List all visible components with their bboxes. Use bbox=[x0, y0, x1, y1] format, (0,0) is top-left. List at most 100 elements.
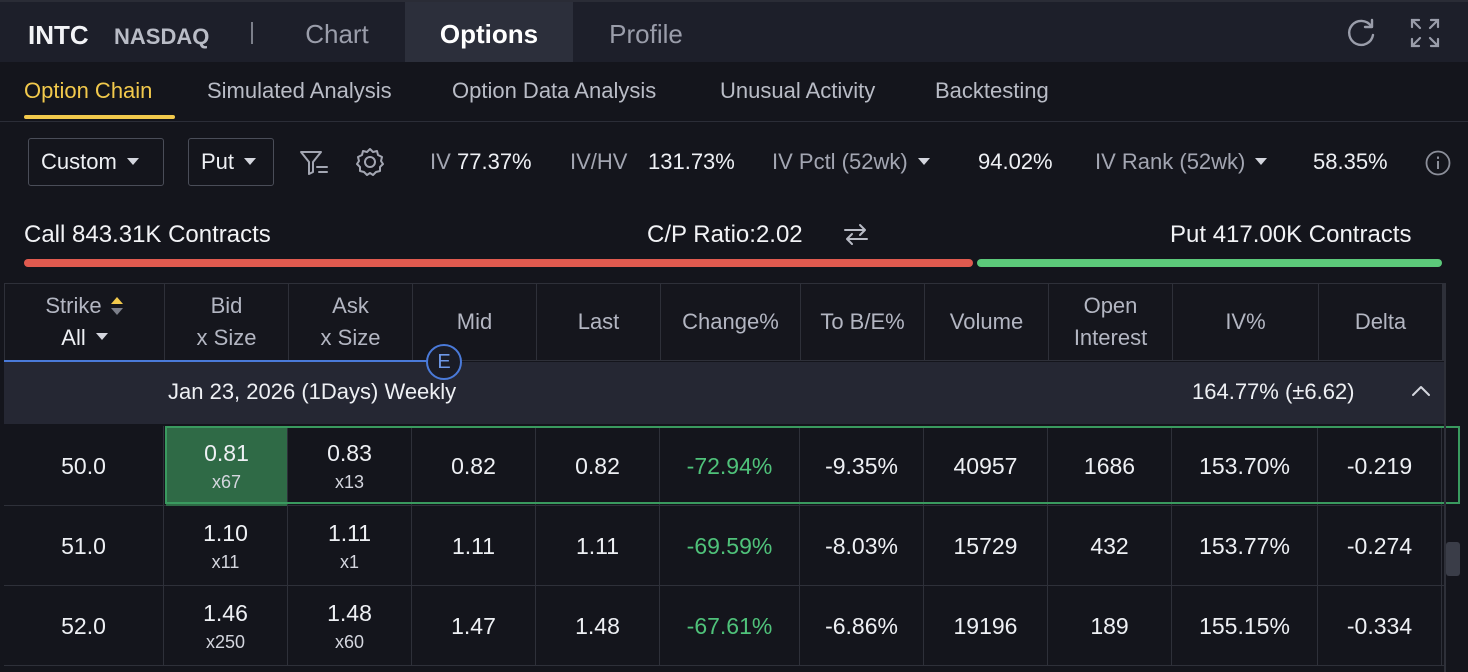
bid-cell[interactable]: 1.10 x11 bbox=[164, 506, 288, 586]
expiry-date: Jan 23, 2026 (1Days) Weekly bbox=[168, 379, 457, 404]
volume-header[interactable]: Volume bbox=[925, 284, 1049, 360]
mid-cell: 1.47 bbox=[412, 586, 536, 666]
info-icon[interactable] bbox=[1424, 149, 1452, 177]
ask-size: x60 bbox=[334, 631, 365, 652]
iv-cell: 153.70% bbox=[1172, 426, 1318, 506]
strike-cell: 51.0 bbox=[4, 506, 164, 586]
delta-cell: -0.274 bbox=[1318, 506, 1442, 586]
vertical-scrollbar[interactable] bbox=[1446, 542, 1460, 576]
ask-cell[interactable]: 1.48 x60 bbox=[288, 586, 412, 666]
strike-cell: 50.0 bbox=[4, 426, 164, 506]
last-cell: 1.11 bbox=[536, 506, 660, 586]
bid-cell[interactable]: 0.81 x67 bbox=[166, 426, 288, 506]
ticker-symbol: INTC bbox=[28, 20, 89, 50]
subtab-option-chain[interactable]: Option Chain bbox=[24, 78, 153, 103]
ivhv-value: 131.73% bbox=[648, 149, 735, 174]
type-dropdown[interactable]: Put bbox=[188, 138, 274, 186]
open-interest-header-line2: Interest bbox=[1073, 325, 1148, 350]
fullscreen-icon[interactable] bbox=[1408, 16, 1442, 50]
iv-rank-value: 58.35% bbox=[1313, 149, 1388, 174]
last-cell: 0.82 bbox=[536, 426, 660, 506]
open-interest-header-line1: Open bbox=[1083, 293, 1138, 318]
bid-size: x11 bbox=[211, 551, 240, 572]
ask-size: x13 bbox=[334, 471, 365, 492]
type-dropdown-value: Put bbox=[201, 149, 235, 174]
chevron-down-icon bbox=[126, 157, 139, 165]
cp-ratio-label: C/P Ratio:2.02 bbox=[647, 221, 803, 248]
ask-size: x1 bbox=[339, 551, 359, 572]
iv-pctl-label: IV Pctl (52wk) bbox=[772, 149, 908, 174]
strike-filter-value: All bbox=[61, 325, 86, 350]
delta-cell: -0.219 bbox=[1318, 426, 1442, 506]
refresh-icon[interactable] bbox=[1344, 16, 1378, 50]
volume-cell: 15729 bbox=[924, 506, 1048, 586]
tab-options[interactable]: Options bbox=[405, 2, 573, 62]
bid-price: 1.46 bbox=[203, 599, 248, 626]
open-interest-cell: 189 bbox=[1048, 586, 1172, 666]
open-interest-cell: 1686 bbox=[1048, 426, 1172, 506]
last-cell: 1.48 bbox=[536, 586, 660, 666]
mid-header[interactable]: Mid bbox=[413, 284, 537, 360]
sort-icon[interactable] bbox=[110, 296, 124, 316]
iv-header[interactable]: IV% bbox=[1173, 284, 1319, 360]
top-bar: INTC NASDAQ Chart Options Profile bbox=[0, 0, 1468, 62]
call-contracts-label: Call 843.31K Contracts bbox=[24, 221, 271, 248]
current-price-line bbox=[4, 360, 444, 362]
open-interest-header[interactable]: Open Interest bbox=[1049, 284, 1173, 360]
bid-cell[interactable]: 1.46 x250 bbox=[164, 586, 288, 666]
delta-header[interactable]: Delta bbox=[1319, 284, 1443, 360]
chevron-down-icon bbox=[1255, 157, 1268, 165]
bid-price: 0.81 bbox=[204, 439, 249, 466]
expiry-iv: 164.77% (±6.62) bbox=[1192, 379, 1355, 404]
bid-size-header-label: x Size bbox=[196, 325, 257, 350]
iv-rank-dropdown[interactable]: IV Rank (52wk) bbox=[1095, 149, 1268, 175]
iv-cell: 153.77% bbox=[1172, 506, 1318, 586]
bid-size: x67 bbox=[211, 471, 242, 492]
swap-arrows-icon[interactable] bbox=[842, 222, 870, 248]
strike-filter-dropdown[interactable]: All bbox=[61, 322, 108, 354]
range-dropdown-value: Custom bbox=[41, 149, 117, 174]
subtab-backtesting[interactable]: Backtesting bbox=[935, 78, 1049, 103]
bid-price: 1.10 bbox=[203, 519, 248, 546]
table-row[interactable]: 52.0 1.46 x250 1.48 x60 1.47 1.48 -67.61… bbox=[4, 586, 1444, 666]
ask-cell[interactable]: 1.11 x1 bbox=[288, 506, 412, 586]
chevron-up-icon[interactable] bbox=[1410, 384, 1432, 398]
last-header[interactable]: Last bbox=[537, 284, 661, 360]
put-volume-bar bbox=[977, 259, 1442, 267]
volume-cell: 19196 bbox=[924, 586, 1048, 666]
ask-header-label: Ask bbox=[332, 293, 369, 318]
to-be-cell: -8.03% bbox=[800, 506, 924, 586]
ivhv-label: IV/HV bbox=[570, 149, 628, 174]
ask-header[interactable]: Ask x Size bbox=[289, 284, 413, 360]
iv-value: 77.37% bbox=[457, 149, 532, 174]
subtab-simulated-analysis[interactable]: Simulated Analysis bbox=[207, 78, 392, 103]
iv-rank-label: IV Rank (52wk) bbox=[1095, 149, 1246, 174]
table-row[interactable]: 51.0 1.10 x11 1.11 x1 1.11 1.11 -69.59% … bbox=[4, 506, 1444, 586]
strike-cell: 52.0 bbox=[4, 586, 164, 666]
range-dropdown[interactable]: Custom bbox=[28, 138, 164, 186]
to-be-cell: -9.35% bbox=[800, 426, 924, 506]
iv-cell: 155.15% bbox=[1172, 586, 1318, 666]
bid-header-label: Bid bbox=[210, 293, 243, 318]
tab-chart[interactable]: Chart bbox=[305, 19, 369, 49]
exchange-label: NASDAQ bbox=[114, 24, 210, 49]
to-be-header[interactable]: To B/E% bbox=[801, 284, 925, 360]
settings-gear-icon[interactable] bbox=[354, 146, 386, 178]
tab-profile[interactable]: Profile bbox=[609, 19, 683, 49]
expiry-group-row[interactable]: Jan 23, 2026 (1Days) Weekly 164.77% (±6.… bbox=[4, 362, 1444, 424]
bid-header[interactable]: Bid x Size bbox=[165, 284, 289, 360]
ask-cell[interactable]: 0.83 x13 bbox=[288, 426, 412, 506]
iv-pctl-dropdown[interactable]: IV Pctl (52wk) bbox=[772, 149, 930, 175]
ask-price: 0.83 bbox=[327, 439, 372, 466]
earnings-badge[interactable]: E bbox=[426, 344, 462, 380]
open-interest-cell: 432 bbox=[1048, 506, 1172, 586]
header-divider bbox=[251, 22, 253, 44]
strike-header[interactable]: Strike All bbox=[5, 284, 165, 360]
subtab-option-data-analysis[interactable]: Option Data Analysis bbox=[452, 78, 657, 103]
change-header[interactable]: Change% bbox=[661, 284, 801, 360]
table-row[interactable]: 50.0 0.81 x67 0.83 x13 0.82 0.82 -72.94%… bbox=[4, 426, 1444, 506]
subtab-unusual-activity[interactable]: Unusual Activity bbox=[720, 78, 876, 103]
sub-tab-bar: Option Chain Simulated Analysis Option D… bbox=[0, 62, 1468, 122]
ask-price: 1.48 bbox=[327, 599, 372, 626]
filter-icon[interactable] bbox=[298, 147, 330, 179]
